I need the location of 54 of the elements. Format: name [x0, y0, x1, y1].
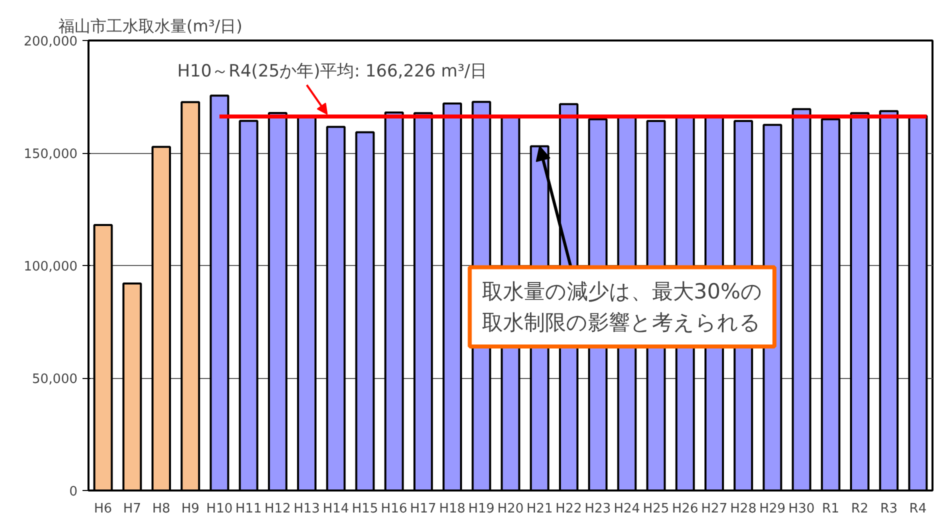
x-tick-label: H23 [584, 502, 611, 516]
x-tick-label: H18 [439, 502, 466, 516]
x-tick-label: R2 [851, 502, 868, 516]
x-tick-label: H14 [322, 502, 350, 516]
x-tick-label: H28 [730, 502, 756, 516]
x-tick-label: H26 [672, 502, 698, 516]
bar [384, 112, 404, 490]
chart-title: 福山市工水取水量(m³/日) [58, 16, 242, 36]
y-tick-label: 100,000 [24, 260, 78, 274]
bar [238, 120, 258, 490]
x-tick-label: H6 [94, 502, 112, 516]
x-tick-label: H25 [642, 502, 670, 516]
x-tick-label: H9 [181, 502, 200, 516]
x-tick-label: H29 [759, 502, 786, 516]
bar [268, 112, 288, 490]
x-tick-label: H19 [468, 502, 495, 516]
x-tick-label: H7 [123, 502, 142, 516]
x-tick-label: R1 [822, 502, 840, 516]
bar [180, 101, 200, 490]
bar [850, 112, 870, 490]
x-tick-label: H8 [152, 502, 170, 516]
x-tick-label: H21 [526, 502, 553, 516]
x-tick-label: H22 [556, 502, 582, 516]
bar [879, 110, 899, 490]
annotation: 取水量の減少は、最大30%の取水制限の影響と考えられる [482, 279, 762, 334]
y-tick-label: 50,000 [32, 372, 78, 387]
x-tick-label: H24 [614, 502, 640, 516]
y-tick-label: 150,000 [24, 147, 78, 162]
y-tick-label: 200,000 [24, 34, 78, 50]
bar [326, 126, 346, 490]
x-tick-label: H12 [264, 502, 291, 516]
x-tick-label: H16 [380, 502, 408, 516]
bar [413, 112, 433, 490]
bar [210, 94, 230, 490]
bar [93, 224, 113, 490]
bar [355, 131, 375, 490]
bar [442, 102, 462, 490]
y-tick-label: 0 [69, 484, 78, 500]
x-tick-label: H30 [788, 502, 815, 516]
x-tick-label: H10 [206, 502, 233, 516]
bar [908, 114, 928, 490]
x-tick-label: H13 [294, 502, 320, 516]
x-tick-label: R3 [880, 502, 898, 516]
x-tick-label: H15 [352, 502, 378, 516]
ref-line-label: H10～R4(25か年)平均: 166,226 m³/日 [177, 61, 488, 82]
x-tick-label: H11 [235, 502, 262, 516]
x-tick-label: H17 [410, 502, 436, 516]
bar [792, 108, 812, 490]
bar [122, 282, 142, 490]
bar [820, 118, 840, 490]
x-tick-label: R4 [909, 502, 927, 516]
x-tick-label: H20 [497, 502, 524, 516]
x-tick-label: H27 [701, 502, 728, 516]
bar [152, 146, 171, 490]
